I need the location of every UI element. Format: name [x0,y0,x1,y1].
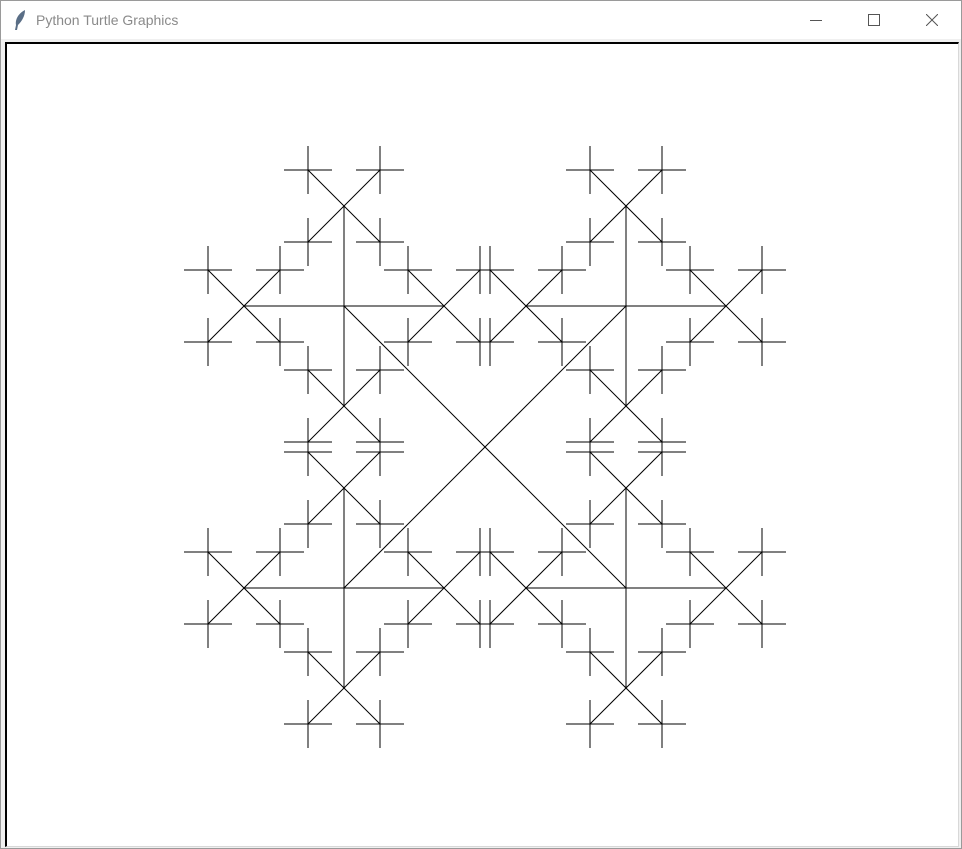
close-button[interactable] [903,1,961,39]
fractal-stroke-17 [207,269,281,343]
window-title: Python Turtle Graphics [36,12,179,28]
close-icon [926,14,938,26]
fractal-stroke-31 [307,651,381,725]
fractal-stroke-35 [589,451,663,525]
maximize-icon [868,14,880,26]
minimize-button[interactable] [787,1,845,39]
fractal-stroke-29 [407,551,481,625]
turtle-canvas-frame [5,42,959,847]
fractal-stroke-33 [207,551,281,625]
fractal-stroke-15 [307,369,381,443]
fractal-stroke-23 [589,369,663,443]
fractal-stroke-25 [489,269,563,343]
minimize-icon [810,20,822,21]
fractal-stroke-19 [589,169,663,243]
fractal-stroke-41 [489,551,563,625]
feather-icon [15,10,25,30]
fractal-stroke-37 [689,551,763,625]
maximize-button[interactable] [845,1,903,39]
title-bar[interactable]: Python Turtle Graphics [1,1,961,39]
fractal-stroke-1 [343,305,627,589]
fractal-stroke-13 [407,269,481,343]
fractal-stroke-11 [307,169,381,243]
fractal-stroke-21 [689,269,763,343]
fractal-stroke-39 [589,651,663,725]
fractal-stroke-27 [307,451,381,525]
turtle-canvas[interactable] [7,44,959,847]
